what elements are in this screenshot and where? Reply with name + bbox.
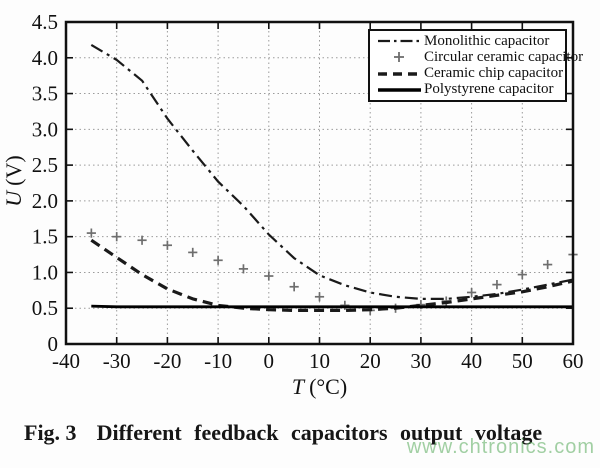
legend-label: Monolithic capacitor — [424, 32, 550, 49]
svg-text:1.0: 1.0 — [32, 260, 58, 284]
x-tick-labels: -40 -30 -20 -10 0 10 20 30 40 50 60 — [52, 349, 584, 373]
legend-label: Polystyrene capacitor — [424, 81, 554, 98]
figure-caption: Fig. 3 Different feedback capacitors outp… — [24, 420, 542, 446]
svg-text:0: 0 — [264, 349, 275, 373]
svg-text:-20: -20 — [153, 349, 181, 373]
svg-text:3.0: 3.0 — [32, 117, 58, 141]
svg-text:4.0: 4.0 — [32, 46, 58, 70]
series-circular-ceramic-capacitor — [86, 228, 578, 315]
svg-text:20: 20 — [360, 349, 381, 373]
x-axis-variable: T — [291, 374, 305, 399]
svg-text:50: 50 — [512, 349, 533, 373]
chart-canvas: -40 -30 -20 -10 0 10 20 30 40 50 60 0 0.5 1.0 1.5 2.0 2.… — [32, 10, 584, 373]
svg-text:-30: -30 — [103, 349, 131, 373]
svg-text:10: 10 — [309, 349, 330, 373]
svg-text:0.5: 0.5 — [32, 296, 58, 320]
legend-label: Ceramic chip capacitor — [424, 65, 564, 82]
svg-text:3.5: 3.5 — [32, 82, 58, 106]
figure-caption-text: Different feedback capacitors output vol… — [96, 420, 543, 445]
svg-text:1.5: 1.5 — [32, 225, 58, 249]
watermark-text: www.chtronics.com — [406, 436, 595, 458]
plus-marker-sample-icon — [375, 51, 424, 63]
solid-line-sample-icon — [375, 85, 424, 95]
x-axis-label: T (°C) — [66, 374, 573, 400]
svg-text:-10: -10 — [204, 349, 232, 373]
y-axis-unit: (V) — [1, 155, 26, 186]
grid-lines — [66, 22, 573, 344]
chart-legend: Monolithic capacitor Circular ceramic ca… — [368, 29, 583, 102]
dashed-line-sample-icon — [375, 69, 424, 79]
svg-text:4.5: 4.5 — [32, 10, 58, 34]
svg-text:-40: -40 — [52, 349, 80, 373]
legend-item-ceramic-chip: Ceramic chip capacitor — [375, 66, 565, 82]
dash-dot-line-sample-icon — [375, 36, 424, 46]
legend-item-polystyrene: Polystyrene capacitor — [375, 82, 565, 98]
figure-caption-number: Fig. 3 — [24, 420, 77, 445]
series-ceramic-chip-capacitor — [90, 238, 574, 312]
legend-item-monolithic: Monolithic capacitor — [375, 33, 565, 49]
svg-text:2.5: 2.5 — [32, 153, 58, 177]
svg-text:30: 30 — [410, 349, 431, 373]
svg-text:0: 0 — [48, 332, 59, 356]
y-axis-label: U (V) — [1, 133, 27, 229]
axes-box — [64, 20, 575, 346]
legend-item-circular-ceramic: Circular ceramic capacitor — [375, 49, 583, 65]
svg-text:60: 60 — [563, 349, 584, 373]
series-polystyrene-capacitor — [91, 304, 573, 309]
svg-text:2.0: 2.0 — [32, 189, 58, 213]
x-axis-unit: (°C) — [309, 374, 348, 399]
svg-text:40: 40 — [461, 349, 482, 373]
y-axis-variable: U — [1, 190, 26, 207]
y-tick-labels: 0 0.5 1.0 1.5 2.0 2.5 3.0 3.5 4.0 4.5 — [32, 10, 58, 356]
legend-label: Circular ceramic capacitor — [424, 48, 584, 65]
